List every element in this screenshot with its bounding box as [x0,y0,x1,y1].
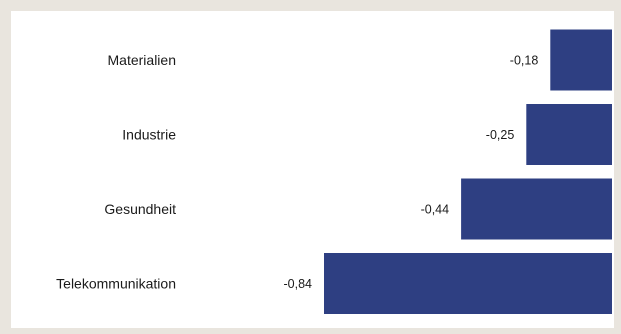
bar-industrie [526,104,612,165]
bar-materialien [550,29,612,91]
bar-telekommunikation [324,253,612,314]
labels-group: -0,18 Materialien -0,25 Industrie -0,44 Gesun… [56,52,538,292]
value-label-gesundheit: -0,44 [421,203,450,217]
category-label-industrie: Industrie [122,127,176,143]
bars-group [324,29,612,314]
category-label-gesundheit: Gesundheit [104,201,176,217]
bar-gesundheit [461,178,612,240]
category-label-materialien: Materialien [108,52,176,68]
value-label-materialien: -0,18 [510,54,539,68]
category-label-telekommunikation: Telekommunikation [56,276,176,292]
value-label-telekommunikation: -0,84 [284,277,313,291]
value-label-industrie: -0,25 [486,128,515,142]
